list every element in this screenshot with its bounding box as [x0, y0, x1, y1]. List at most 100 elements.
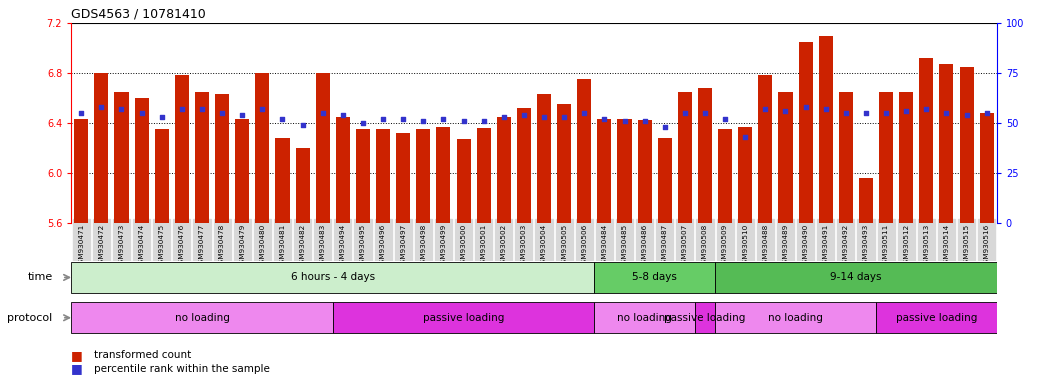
- Point: [637, 118, 653, 124]
- Point: [415, 118, 431, 124]
- Bar: [577, 79, 592, 223]
- Point: [857, 110, 874, 116]
- Bar: [315, 73, 330, 223]
- Bar: [758, 76, 773, 223]
- Bar: [598, 119, 611, 223]
- Text: 6 hours - 4 days: 6 hours - 4 days: [291, 272, 375, 283]
- Point: [355, 120, 372, 126]
- Point: [616, 118, 632, 124]
- Point: [274, 116, 291, 122]
- Bar: [396, 133, 410, 223]
- Point: [174, 106, 191, 112]
- Text: no loading: no loading: [175, 313, 229, 323]
- Bar: [859, 178, 873, 223]
- Bar: [595, 302, 695, 333]
- Point: [93, 104, 110, 110]
- Point: [214, 110, 230, 116]
- Point: [918, 106, 935, 112]
- Point: [556, 114, 573, 120]
- Bar: [959, 67, 974, 223]
- Bar: [799, 42, 812, 223]
- Bar: [417, 129, 430, 223]
- Point: [938, 110, 955, 116]
- Bar: [135, 98, 149, 223]
- Point: [133, 110, 150, 116]
- Point: [254, 106, 271, 112]
- Text: 9-14 days: 9-14 days: [830, 272, 882, 283]
- Bar: [939, 64, 954, 223]
- Point: [294, 122, 311, 128]
- Bar: [677, 92, 692, 223]
- Point: [375, 116, 392, 122]
- Text: no loading: no loading: [617, 313, 672, 323]
- Point: [73, 110, 90, 116]
- Point: [797, 104, 814, 110]
- Point: [696, 110, 713, 116]
- Point: [314, 110, 331, 116]
- Point: [153, 114, 170, 120]
- Point: [436, 116, 452, 122]
- Point: [838, 110, 854, 116]
- Bar: [236, 119, 249, 223]
- Text: percentile rank within the sample: percentile rank within the sample: [94, 364, 270, 374]
- Text: time: time: [27, 272, 52, 283]
- Point: [737, 134, 754, 140]
- Point: [877, 110, 894, 116]
- Bar: [778, 92, 793, 223]
- Bar: [839, 92, 853, 223]
- Bar: [738, 127, 753, 223]
- Bar: [376, 129, 391, 223]
- Text: ■: ■: [71, 349, 83, 362]
- Bar: [71, 302, 333, 333]
- Bar: [980, 113, 994, 223]
- Point: [898, 108, 915, 114]
- Bar: [155, 129, 169, 223]
- Point: [113, 106, 130, 112]
- Point: [515, 112, 532, 118]
- Bar: [658, 138, 672, 223]
- Point: [576, 110, 593, 116]
- Point: [757, 106, 774, 112]
- Bar: [819, 36, 832, 223]
- Bar: [114, 92, 129, 223]
- Point: [676, 110, 693, 116]
- Point: [536, 114, 553, 120]
- Text: passive loading: passive loading: [664, 313, 745, 323]
- Bar: [333, 302, 595, 333]
- Bar: [255, 73, 269, 223]
- Bar: [557, 104, 572, 223]
- Bar: [899, 92, 913, 223]
- Bar: [356, 129, 370, 223]
- Bar: [336, 117, 350, 223]
- Bar: [919, 58, 933, 223]
- Bar: [195, 92, 209, 223]
- Point: [495, 114, 512, 120]
- Bar: [275, 138, 290, 223]
- Bar: [496, 117, 511, 223]
- Bar: [295, 148, 310, 223]
- Bar: [74, 119, 88, 223]
- Point: [596, 116, 612, 122]
- Text: passive loading: passive loading: [895, 313, 977, 323]
- Point: [958, 112, 975, 118]
- Point: [334, 112, 351, 118]
- Point: [656, 124, 673, 130]
- Bar: [537, 94, 551, 223]
- Bar: [175, 76, 188, 223]
- Text: passive loading: passive loading: [423, 313, 505, 323]
- Bar: [879, 92, 893, 223]
- Point: [818, 106, 834, 112]
- Bar: [618, 119, 631, 223]
- Point: [194, 106, 210, 112]
- Point: [475, 118, 492, 124]
- Bar: [595, 262, 715, 293]
- Bar: [456, 139, 470, 223]
- Point: [777, 108, 794, 114]
- Bar: [71, 262, 595, 293]
- Bar: [695, 302, 715, 333]
- Point: [978, 110, 995, 116]
- Bar: [215, 94, 229, 223]
- Bar: [698, 88, 712, 223]
- Point: [233, 112, 250, 118]
- Bar: [715, 262, 997, 293]
